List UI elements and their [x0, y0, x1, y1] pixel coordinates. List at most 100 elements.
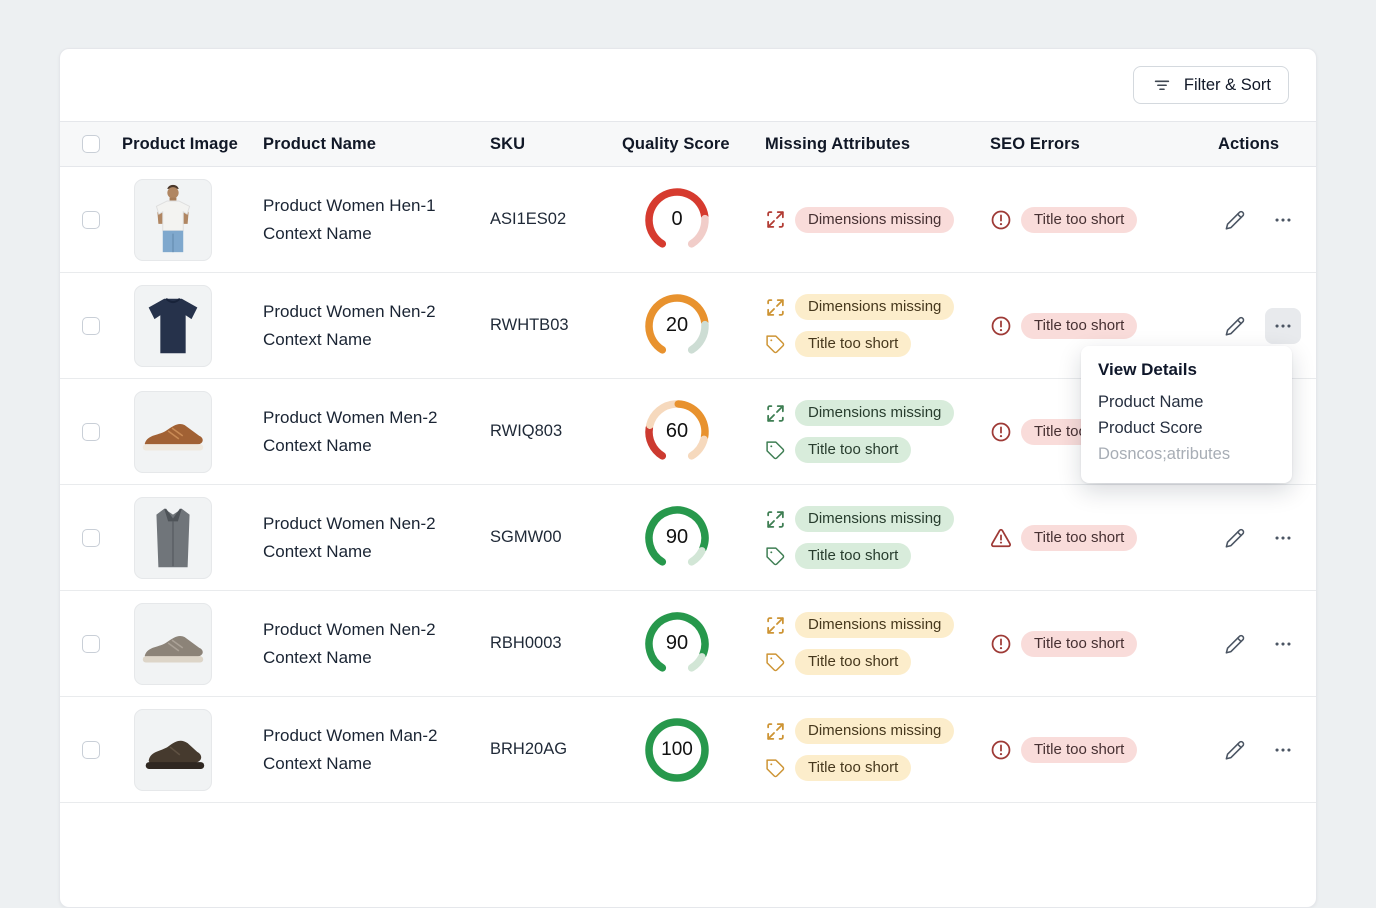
edit-button[interactable]: [1217, 202, 1253, 238]
product-context-name: Context Name: [263, 647, 372, 667]
seo-error-badge: Title too short: [1021, 736, 1138, 763]
product-image: [134, 708, 212, 791]
alert-circle-icon: [990, 633, 1012, 655]
more-actions-button[interactable]: [1265, 202, 1301, 238]
column-header-seo-errors: SEO Errors: [990, 134, 1080, 153]
edit-button[interactable]: [1217, 520, 1253, 556]
table-toolbar: Filter & Sort: [60, 49, 1316, 121]
column-header-actions: Actions: [1218, 134, 1280, 153]
product-name: Product Women Men-2: [263, 407, 438, 427]
missing-attribute-badge: Dimensions missing: [795, 506, 955, 532]
edit-button[interactable]: [1217, 626, 1253, 662]
seo-error-badge: Title too short: [1021, 312, 1138, 339]
expand-icon: [765, 297, 786, 318]
product-sku: ASI1ES02: [490, 210, 567, 228]
quality-score-value: 0: [671, 208, 683, 230]
quality-score-value: 90: [665, 632, 689, 654]
quality-score-gauge: 100: [641, 714, 713, 786]
missing-attribute-badge: Dimensions missing: [795, 718, 955, 744]
more-actions-button[interactable]: [1265, 626, 1301, 662]
tag-icon: [765, 652, 786, 673]
column-header-missing-attributes: Missing Attributes: [765, 134, 911, 153]
missing-attribute-item: Dimensions missing: [765, 612, 955, 638]
filter-sort-button[interactable]: Filter & Sort: [1132, 66, 1289, 104]
actions-dropdown-menu: View Details Product Name Product Score Do…: [1081, 346, 1292, 483]
table-row: Product Women Hen-1 Context Name ASI1ES0…: [60, 167, 1316, 273]
edit-button[interactable]: [1217, 732, 1253, 768]
column-header-product-image: Product Image: [122, 134, 238, 153]
column-header-product-name: Product Name: [263, 134, 377, 153]
quality-score-gauge: 90: [641, 608, 713, 680]
dropdown-item: Dosncos;atributes: [1098, 444, 1231, 463]
column-header-quality-score: Quality Score: [622, 134, 730, 153]
table-row: Product Women Nen-2 Context Name SGMW00 …: [60, 485, 1316, 591]
dropdown-title: View Details: [1098, 360, 1197, 379]
product-sku: RWIQ803: [490, 422, 563, 440]
row-checkbox[interactable]: [82, 634, 100, 653]
product-context-name: Context Name: [263, 329, 372, 349]
seo-error-item: Title too short: [990, 630, 1138, 657]
seo-error-item: Title too short: [990, 312, 1138, 339]
expand-icon: [765, 209, 786, 230]
product-sku: BRH20AG: [490, 740, 568, 758]
alert-circle-icon: [990, 315, 1012, 337]
column-header-sku: SKU: [490, 134, 526, 153]
missing-attribute-badge: Dimensions missing: [795, 400, 955, 426]
product-name: Product Women Nen-2: [263, 301, 436, 321]
more-actions-button[interactable]: [1265, 307, 1301, 344]
select-all-checkbox[interactable]: [82, 135, 100, 153]
alert-circle-icon: [990, 209, 1012, 231]
missing-attribute-badge: Title too short: [795, 437, 912, 463]
table-row: Product Women Man-2 Context Name BRH20AG…: [60, 697, 1316, 803]
quality-score-value: 90: [665, 526, 689, 548]
product-name: Product Women Nen-2: [263, 619, 436, 639]
missing-attribute-badge: Dimensions missing: [795, 206, 955, 233]
alert-circle-icon: [990, 421, 1012, 443]
table-body: Product Women Hen-1 Context Name ASI1ES0…: [60, 167, 1316, 803]
quality-score-gauge: 0: [641, 184, 713, 256]
seo-error-badge: Title too short: [1021, 630, 1138, 657]
expand-icon: [765, 509, 786, 530]
missing-attribute-item: Title too short: [765, 543, 954, 569]
seo-error-badge: Title too short: [1021, 524, 1138, 551]
product-context-name: Context Name: [263, 753, 372, 773]
product-image: [134, 496, 212, 579]
row-checkbox[interactable]: [82, 422, 100, 441]
filter-sort-label: Filter & Sort: [1183, 75, 1271, 94]
more-actions-button[interactable]: [1265, 520, 1301, 556]
row-checkbox[interactable]: [82, 316, 100, 335]
table-header: Product Image Product Name SKU Quality S…: [60, 121, 1316, 167]
row-checkbox[interactable]: [82, 740, 100, 759]
more-actions-button[interactable]: [1265, 732, 1301, 768]
missing-attribute-badge: Title too short: [795, 331, 912, 357]
missing-attribute-badge: Title too short: [795, 543, 912, 569]
missing-attribute-item: Dimensions missing: [765, 206, 955, 233]
row-checkbox[interactable]: [82, 528, 100, 547]
missing-attribute-badge: Dimensions missing: [795, 294, 955, 320]
seo-error-item: Title too short: [990, 206, 1138, 233]
missing-attribute-badge: Title too short: [795, 649, 912, 675]
product-context-name: Context Name: [263, 541, 372, 561]
quality-score-value: 100: [661, 738, 693, 760]
edit-button[interactable]: [1217, 308, 1253, 344]
products-table-card: Filter & Sort Product Image Product Name…: [59, 48, 1317, 908]
tag-icon: [765, 440, 786, 461]
product-sku: RBH0003: [490, 634, 562, 652]
product-context-name: Context Name: [263, 223, 372, 243]
dropdown-item[interactable]: Product Score: [1098, 418, 1203, 437]
row-checkbox[interactable]: [82, 210, 100, 229]
missing-attribute-item: Dimensions missing: [765, 294, 955, 320]
seo-error-item: Title too short: [990, 736, 1138, 763]
product-image: [134, 284, 212, 367]
product-image: [134, 602, 212, 685]
tag-icon: [765, 334, 786, 355]
missing-attribute-item: Dimensions missing: [765, 718, 955, 744]
seo-error-badge: Title too short: [1021, 206, 1138, 233]
missing-attribute-badge: Dimensions missing: [795, 612, 955, 638]
product-image: [134, 390, 212, 473]
missing-attribute-item: Title too short: [765, 437, 954, 463]
alert-circle-icon: [990, 739, 1012, 761]
dropdown-item[interactable]: Product Name: [1098, 392, 1204, 411]
expand-icon: [765, 403, 786, 424]
product-sku: RWHTB03: [490, 316, 569, 334]
